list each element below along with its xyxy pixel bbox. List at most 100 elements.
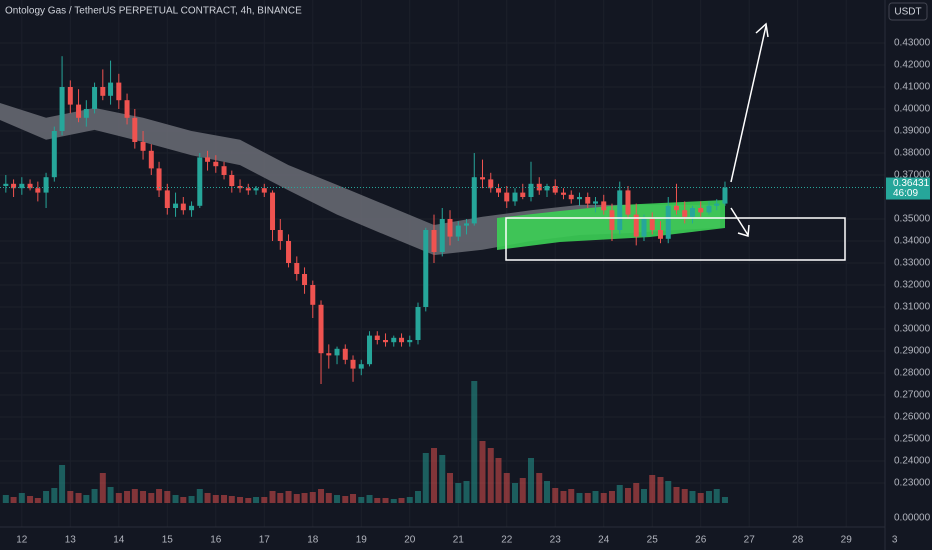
volume-bar [568, 489, 575, 503]
candle-body [706, 205, 712, 213]
candle-body [108, 82, 114, 96]
candle-body [439, 219, 445, 252]
axes: 0.23000 0.24000 0.25000 0.26000 0.27000 0.280… [16, 38, 930, 546]
candle-body [464, 223, 470, 226]
volume-bar [124, 491, 131, 503]
candle-body [358, 364, 364, 369]
candle-body [512, 192, 518, 202]
x-tick-label: 29 [841, 535, 853, 546]
volume-bar [398, 498, 405, 503]
candle-body [568, 194, 574, 200]
volume-bar [697, 493, 704, 503]
volume-bar [415, 491, 422, 503]
volume-bar [34, 498, 41, 503]
y-tick-label: 0.33000 [894, 258, 931, 269]
candle-body [407, 340, 413, 343]
volume-bar [705, 491, 712, 503]
volume-bar [148, 493, 155, 503]
volume-bar [657, 477, 664, 503]
volume-bar [277, 493, 284, 503]
y-tick-label: 0.28000 [894, 368, 931, 379]
candle-body [19, 183, 25, 189]
candle-body [350, 359, 356, 369]
candle-body [245, 188, 251, 191]
volume-pane [2, 381, 728, 503]
candle-body [633, 214, 639, 237]
y-tick-label: 0.41000 [894, 82, 931, 93]
candle-body [682, 210, 688, 217]
y-tick-label: 0.26000 [894, 412, 931, 423]
countdown-label: 46:09 [893, 188, 918, 199]
x-tick-label: 28 [792, 535, 804, 546]
volume-bar [681, 489, 688, 503]
volume-bar [107, 487, 114, 503]
arrow-up [730, 25, 767, 183]
candle-body [592, 201, 598, 204]
y-tick-label: 0.38000 [894, 148, 931, 159]
candle-body [213, 161, 219, 167]
volume-bar [640, 489, 647, 503]
y-tick-label: 0.37000 [894, 170, 931, 181]
candle-body [116, 82, 122, 101]
volume-bar [528, 458, 534, 503]
candle-body [657, 230, 663, 239]
volume-bar [83, 495, 90, 503]
y-tick-label: 0.23000 [894, 478, 931, 489]
candle-body [480, 177, 486, 180]
volume-bar [633, 483, 640, 503]
candle-body [59, 87, 65, 131]
x-tick-label: 18 [307, 535, 319, 546]
candle-body [665, 205, 671, 239]
candle-body [391, 337, 397, 343]
volume-bar [406, 497, 413, 503]
volume-bar [51, 488, 58, 503]
candle-body [164, 190, 170, 208]
volume-bar [624, 488, 631, 503]
volume-bar [342, 496, 349, 503]
x-tick-label: 20 [404, 535, 416, 546]
volume-bar [600, 493, 607, 503]
x-tick-label: 21 [453, 535, 465, 546]
volume-bar [318, 489, 325, 503]
x-tick-label: 16 [210, 535, 222, 546]
volume-bar [592, 491, 599, 503]
volume-bar [479, 441, 486, 503]
candle-body [124, 100, 130, 118]
volume-bar [584, 493, 591, 503]
candle-body [156, 168, 162, 191]
volume-bar [293, 494, 300, 503]
volume-bar [164, 491, 171, 503]
x-tick-label: 25 [647, 535, 659, 546]
candle-body [100, 87, 106, 96]
volume-bar [99, 473, 106, 503]
candle-body [310, 285, 316, 305]
y-tick-label: 0.34000 [894, 236, 931, 247]
currency-label[interactable]: USDT [894, 7, 921, 18]
volume-bar [422, 453, 429, 503]
volume-bar [350, 494, 357, 503]
volume-bar [140, 491, 147, 503]
volume-bar [382, 498, 389, 503]
x-tick-label: 19 [356, 535, 368, 546]
candle-body [383, 340, 389, 343]
candle-body [576, 197, 582, 200]
x-tick-label: 15 [162, 535, 174, 546]
volume-bar [358, 497, 365, 503]
candle-body [326, 353, 332, 356]
volume-bar [511, 483, 518, 503]
volume-bar [503, 473, 510, 503]
volume-bar [334, 495, 341, 503]
volume-bar [495, 458, 502, 503]
candle-body [270, 192, 276, 230]
candle-body [431, 230, 437, 252]
x-tick-label: 23 [550, 535, 562, 546]
volume-bar [131, 489, 138, 503]
candle-body [399, 337, 405, 343]
candle-body [148, 150, 154, 169]
candle-body [722, 187, 728, 204]
currency-button[interactable] [888, 2, 928, 21]
arrow-down [730, 207, 749, 236]
y-tick-label: 0.40000 [894, 104, 931, 115]
candle-body [302, 274, 308, 285]
